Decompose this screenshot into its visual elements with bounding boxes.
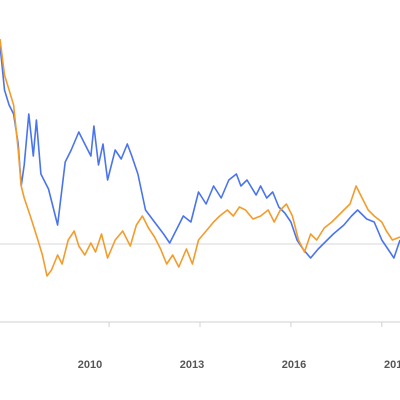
series-line-2 [0, 38, 400, 277]
x-tick-label-2016: 2016 [282, 359, 306, 371]
x-tick-marks [108, 322, 383, 327]
x-axis-tick-labels: 2010 2013 2016 2019 [78, 359, 400, 371]
series-line-1 [0, 44, 400, 259]
series-group [0, 38, 400, 277]
x-tick-label-2010: 2010 [78, 359, 102, 371]
x-tick-label-2019: 2019 [384, 359, 400, 371]
x-tick-label-2013: 2013 [180, 359, 204, 371]
